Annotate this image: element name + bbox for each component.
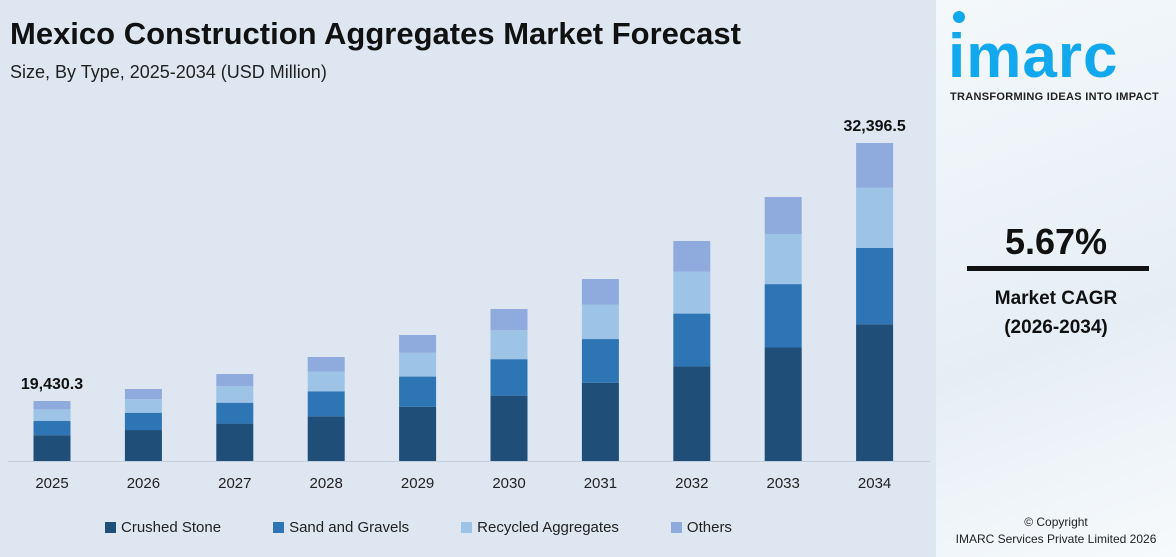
- chart-subtitle: Size, By Type, 2025-2034 (USD Million): [10, 62, 327, 82]
- legend-label: Others: [686, 519, 732, 536]
- cagr-label: Market CAGR (2026-2034): [936, 284, 1176, 342]
- bar-segment-sand-and-gravels-2026: [124, 412, 162, 431]
- bar-segment-crushed-stone-2030: [490, 395, 528, 461]
- bar-segment-others-2034: [856, 143, 894, 188]
- bar-segment-sand-and-gravels-2030: [490, 359, 528, 396]
- bar-segment-sand-and-gravels-2029: [399, 376, 437, 407]
- bar-segment-recycled-aggregates-2034: [856, 187, 894, 248]
- bar-segment-recycled-aggregates-2026: [124, 399, 162, 413]
- bar-segment-crushed-stone-2033: [764, 347, 802, 461]
- bar-segment-sand-and-gravels-2025: [33, 420, 71, 436]
- legend-swatch: [105, 522, 116, 533]
- bar-segment-crushed-stone-2031: [581, 382, 619, 461]
- company-name: IMARC Services Private Limited 2026: [955, 532, 1157, 546]
- bar-segment-crushed-stone-2034: [856, 324, 894, 461]
- x-tick-label-2026: 2026: [127, 475, 160, 492]
- bar-segment-others-2031: [581, 278, 619, 305]
- bar-segment-crushed-stone-2028: [307, 416, 345, 461]
- bar-segment-sand-and-gravels-2031: [581, 339, 619, 383]
- bar-segment-recycled-aggregates-2027: [216, 386, 254, 403]
- bar-segment-others-2027: [216, 374, 254, 387]
- x-tick-label-2031: 2031: [584, 475, 617, 492]
- bar-segment-recycled-aggregates-2025: [33, 409, 71, 421]
- copyright: © Copyright IMARC Services Private Limit…: [936, 514, 1176, 548]
- bar-segment-crushed-stone-2032: [673, 366, 711, 461]
- bar-segment-recycled-aggregates-2028: [307, 371, 345, 392]
- bar-segment-crushed-stone-2029: [399, 406, 437, 461]
- bar-segment-recycled-aggregates-2029: [399, 352, 437, 377]
- legend-item: Recycled Aggregates: [461, 519, 619, 536]
- legend-label: Crushed Stone: [121, 519, 222, 536]
- x-tick-label-2030: 2030: [492, 475, 525, 492]
- x-tick-label-2025: 2025: [35, 475, 68, 492]
- x-tick-label-2032: 2032: [675, 475, 708, 492]
- divider: [967, 266, 1149, 271]
- legend-swatch: [670, 522, 682, 533]
- chart-title: Mexico Construction Aggregates Market Fo…: [10, 16, 741, 51]
- bar-segment-others-2030: [490, 308, 528, 331]
- bar-segment-others-2025: [33, 401, 71, 410]
- data-label-2025: 19,430.3: [21, 376, 83, 393]
- bar-segment-sand-and-gravels-2033: [764, 284, 802, 348]
- x-tick-label-2027: 2027: [218, 475, 251, 492]
- legend-label: Sand and Gravels: [289, 519, 410, 536]
- copyright-text: © Copyright: [1024, 515, 1088, 529]
- stacked-bar-chart: 2025 19,430.3 2026 2027 2028 2029 2030 2031 2032…: [8, 118, 930, 492]
- bar-segment-crushed-stone-2026: [124, 430, 162, 461]
- legend-swatch: [461, 522, 473, 533]
- cagr-period: (2026-2034): [1004, 317, 1108, 338]
- bar-segment-recycled-aggregates-2033: [764, 233, 802, 285]
- logo-tagline: TRANSFORMING IDEAS INTO IMPACT: [950, 91, 1160, 103]
- bar-segment-others-2029: [399, 334, 437, 353]
- x-tick-label-2028: 2028: [310, 475, 343, 492]
- legend: Crushed Stone Sand and Gravels Recycled Ag…: [105, 519, 784, 536]
- x-tick-label-2029: 2029: [401, 475, 434, 492]
- bar-segment-others-2033: [764, 196, 802, 234]
- bar-segment-recycled-aggregates-2031: [581, 304, 619, 340]
- cagr-value: 5.67%: [1004, 221, 1108, 262]
- legend-item: Others: [670, 519, 732, 536]
- imarc-logo: imarc: [948, 22, 1119, 91]
- bar-segment-sand-and-gravels-2034: [856, 247, 894, 325]
- bar-segment-others-2032: [673, 240, 711, 272]
- legend-item: Crushed Stone: [105, 519, 221, 536]
- side-panel: imarc TRANSFORMING IDEAS INTO IMPACT 5.6…: [936, 0, 1176, 557]
- cagr-label-text: Market CAGR: [994, 288, 1118, 309]
- legend-item: Sand and Gravels: [273, 519, 409, 536]
- bar-segment-recycled-aggregates-2030: [490, 330, 528, 360]
- bar-segment-others-2028: [307, 356, 345, 372]
- bar-segment-sand-and-gravels-2032: [673, 313, 711, 367]
- x-tick-label-2033: 2033: [767, 475, 800, 492]
- bar-segment-crushed-stone-2025: [33, 435, 71, 461]
- legend-label: Recycled Aggregates: [477, 519, 619, 536]
- x-tick-label-2034: 2034: [858, 475, 891, 492]
- logo-dot-icon: [953, 11, 965, 23]
- bar-segment-recycled-aggregates-2032: [673, 271, 711, 314]
- bar-segment-others-2026: [124, 389, 162, 400]
- bar-segment-sand-and-gravels-2027: [216, 402, 254, 424]
- data-label-2034: 32,396.5: [843, 118, 905, 135]
- bar-segment-sand-and-gravels-2028: [307, 391, 345, 417]
- bar-segment-crushed-stone-2027: [216, 423, 254, 461]
- legend-swatch: [273, 522, 285, 533]
